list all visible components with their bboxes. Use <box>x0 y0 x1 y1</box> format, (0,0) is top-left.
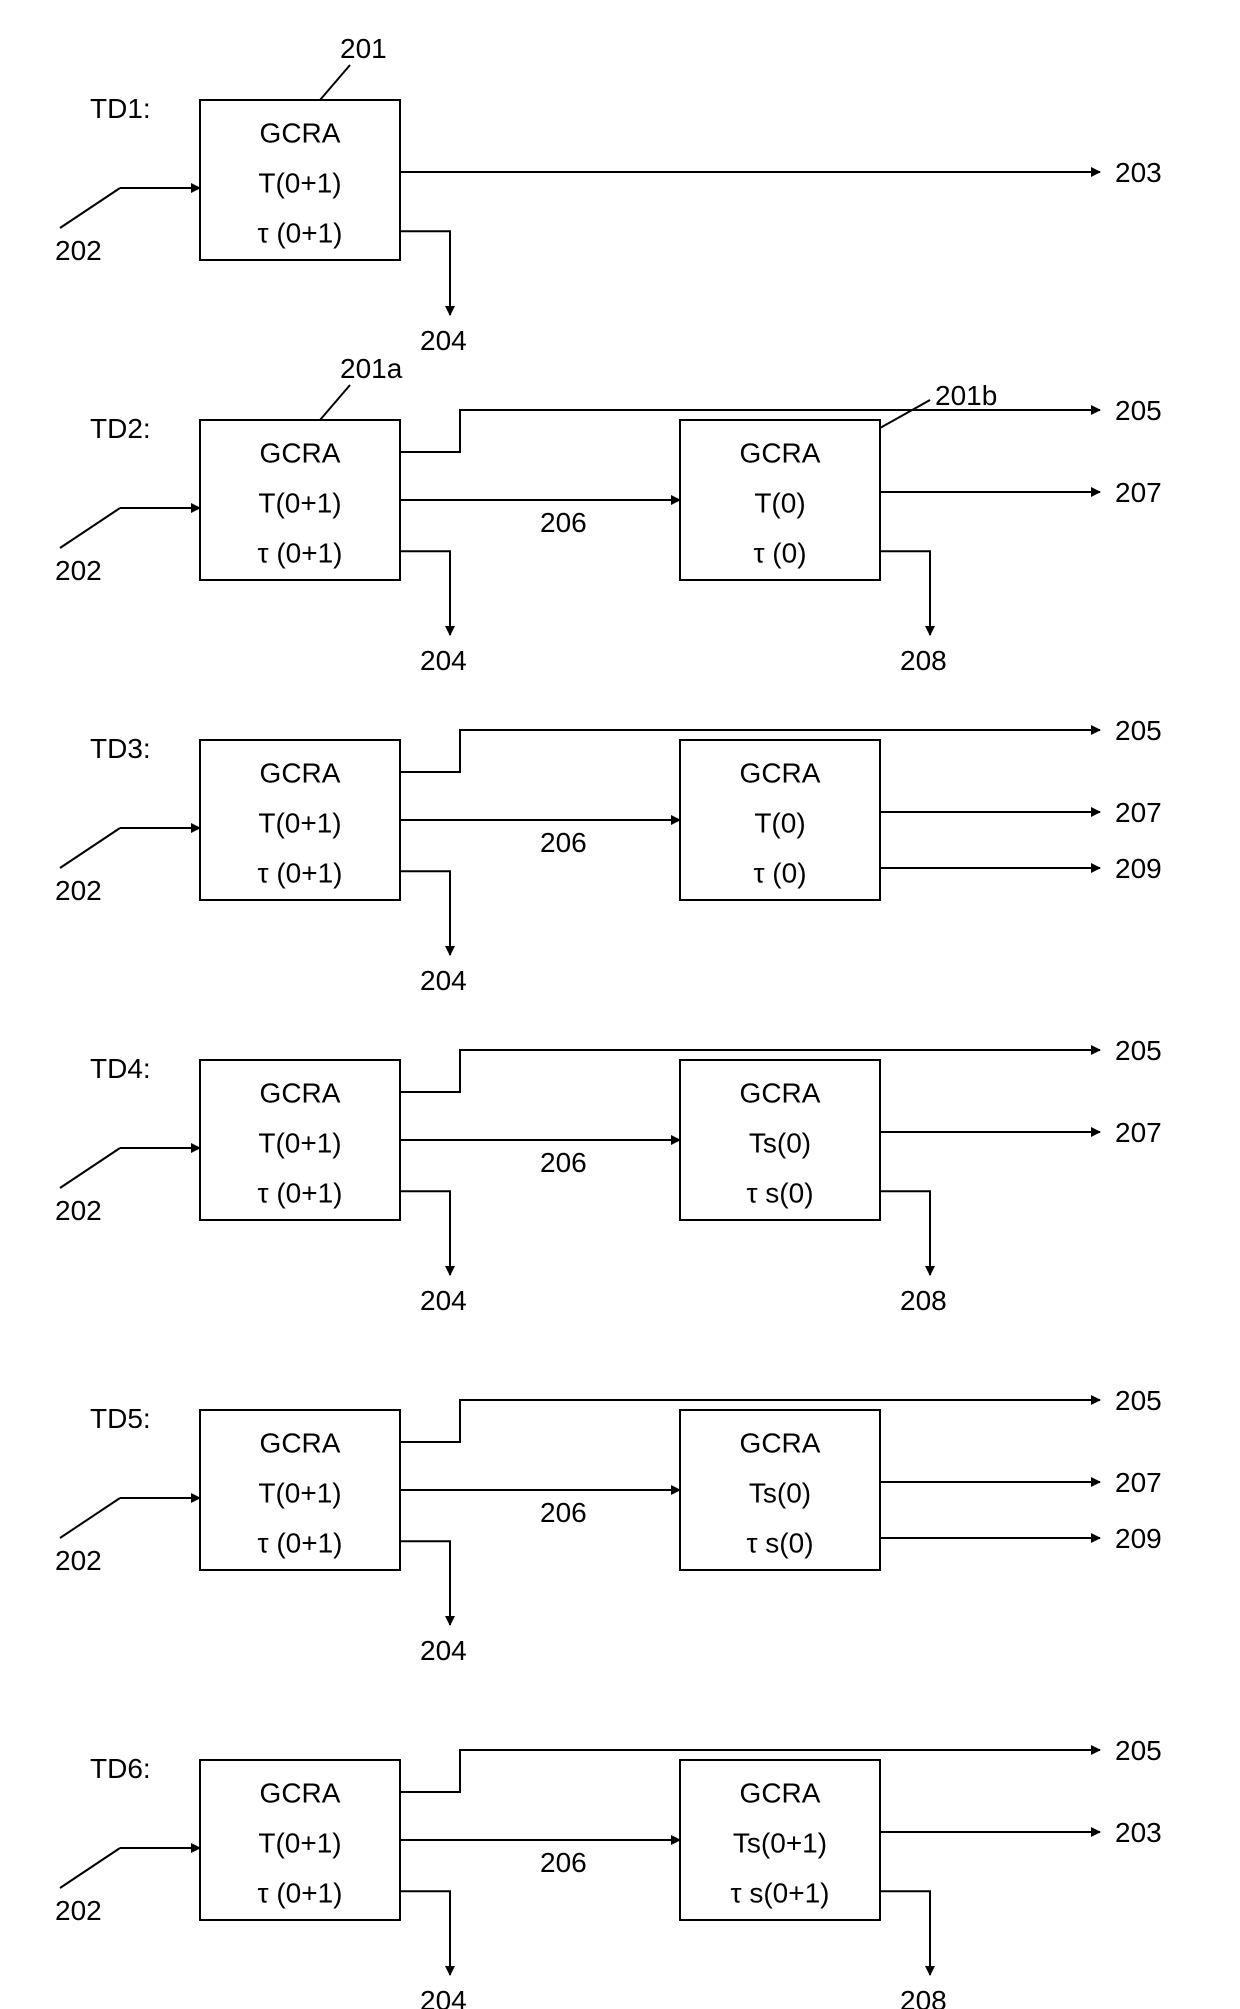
ref-204-1: 204 <box>420 645 467 676</box>
gcra-box2-2-line-1: T(0) <box>754 808 805 839</box>
gcra-box1-2-line-2: τ (0+1) <box>258 858 343 889</box>
ref-202-5: 202 <box>55 1895 102 1926</box>
ref-202-0: 202 <box>55 235 102 266</box>
gcra-box2-4-line-2: τ s(0) <box>746 1528 813 1559</box>
ref-box1-top-1: 201a <box>340 353 403 384</box>
out-204-0 <box>400 231 450 315</box>
ref-mid-4: 207 <box>1115 1467 1162 1498</box>
leader-box1-1 <box>320 385 350 420</box>
ref-mid-0: 203 <box>1115 157 1162 188</box>
ref-206-4: 206 <box>540 1497 587 1528</box>
ref-box2-leader-1: 201b <box>935 380 997 411</box>
gcra-box2-3-line-1: Ts(0) <box>749 1128 811 1159</box>
gcra-box1-0-line-1: T(0+1) <box>258 168 341 199</box>
in-leader-2 <box>60 828 120 868</box>
ref-204-0: 204 <box>420 325 467 356</box>
gcra-box1-5-line-2: τ (0+1) <box>258 1878 343 1909</box>
ref-209-2: 209 <box>1115 853 1162 884</box>
gcra-box1-4-line-2: τ (0+1) <box>258 1528 343 1559</box>
td-label-5: TD6: <box>90 1753 151 1784</box>
ref-204-2: 204 <box>420 965 467 996</box>
out-208-5 <box>880 1891 930 1975</box>
ref-mid-2: 207 <box>1115 797 1162 828</box>
ref-box1-top-0: 201 <box>340 33 387 64</box>
out-204-2 <box>400 871 450 955</box>
gcra-box1-4-line-0: GCRA <box>260 1428 341 1459</box>
ref-205-4: 205 <box>1115 1385 1162 1416</box>
out-204-4 <box>400 1541 450 1625</box>
gcra-box2-1-line-1: T(0) <box>754 488 805 519</box>
gcra-box1-0-line-2: τ (0+1) <box>258 218 343 249</box>
gcra-box2-4-line-1: Ts(0) <box>749 1478 811 1509</box>
ref-202-3: 202 <box>55 1195 102 1226</box>
out-204-1 <box>400 551 450 635</box>
ref-205-1: 205 <box>1115 395 1162 426</box>
out-208-1 <box>880 551 930 635</box>
in-leader-0 <box>60 188 120 228</box>
gcra-box1-2-line-0: GCRA <box>260 758 341 789</box>
gcra-box2-1-line-2: τ (0) <box>753 538 806 569</box>
in-leader-3 <box>60 1148 120 1188</box>
in-leader-4 <box>60 1498 120 1538</box>
ref-mid-5: 203 <box>1115 1817 1162 1848</box>
ref-208-5: 208 <box>900 1985 947 2009</box>
out-204-5 <box>400 1891 450 1975</box>
out-204-3 <box>400 1191 450 1275</box>
gcra-box1-5-line-0: GCRA <box>260 1778 341 1809</box>
gcra-box2-5-line-2: τ s(0+1) <box>731 1878 830 1909</box>
gcra-box2-3-line-2: τ s(0) <box>746 1178 813 1209</box>
gcra-box2-2-line-0: GCRA <box>740 758 821 789</box>
td-label-2: TD3: <box>90 733 151 764</box>
ref-209-4: 209 <box>1115 1523 1162 1554</box>
gcra-box2-2-line-2: τ (0) <box>753 858 806 889</box>
gcra-box2-5-line-0: GCRA <box>740 1778 821 1809</box>
leader-box1-0 <box>320 65 350 100</box>
ref-206-3: 206 <box>540 1147 587 1178</box>
ref-205-3: 205 <box>1115 1035 1162 1066</box>
out-208-3 <box>880 1191 930 1275</box>
ref-208-3: 208 <box>900 1285 947 1316</box>
ref-204-3: 204 <box>420 1285 467 1316</box>
gcra-box1-3-line-1: T(0+1) <box>258 1128 341 1159</box>
gcra-box1-1-line-2: τ (0+1) <box>258 538 343 569</box>
ref-206-5: 206 <box>540 1847 587 1878</box>
ref-204-4: 204 <box>420 1635 467 1666</box>
ref-205-5: 205 <box>1115 1735 1162 1766</box>
diagram-canvas: TD1: GCRA T(0+1) τ (0+1) 201 202 204 203 TD2: GCR… <box>0 0 1240 2009</box>
gcra-box2-4-line-0: GCRA <box>740 1428 821 1459</box>
td-label-1: TD2: <box>90 413 151 444</box>
in-leader-1 <box>60 508 120 548</box>
ref-205-2: 205 <box>1115 715 1162 746</box>
gcra-box1-5-line-1: T(0+1) <box>258 1828 341 1859</box>
ref-202-4: 202 <box>55 1545 102 1576</box>
ref-206-1: 206 <box>540 507 587 538</box>
ref-mid-1: 207 <box>1115 477 1162 508</box>
ref-204-5: 204 <box>420 1985 467 2009</box>
in-leader-5 <box>60 1848 120 1888</box>
ref-202-1: 202 <box>55 555 102 586</box>
td-label-3: TD4: <box>90 1053 151 1084</box>
gcra-box2-1-line-0: GCRA <box>740 438 821 469</box>
ref-202-2: 202 <box>55 875 102 906</box>
td-label-4: TD5: <box>90 1403 151 1434</box>
gcra-box2-3-line-0: GCRA <box>740 1078 821 1109</box>
ref-206-2: 206 <box>540 827 587 858</box>
gcra-box1-3-line-0: GCRA <box>260 1078 341 1109</box>
gcra-box1-0-line-0: GCRA <box>260 118 341 149</box>
gcra-box2-5-line-1: Ts(0+1) <box>733 1828 827 1859</box>
td-label-0: TD1: <box>90 93 151 124</box>
gcra-box1-3-line-2: τ (0+1) <box>258 1178 343 1209</box>
gcra-box1-2-line-1: T(0+1) <box>258 808 341 839</box>
gcra-box1-1-line-1: T(0+1) <box>258 488 341 519</box>
ref-mid-3: 207 <box>1115 1117 1162 1148</box>
gcra-box1-1-line-0: GCRA <box>260 438 341 469</box>
gcra-box1-4-line-1: T(0+1) <box>258 1478 341 1509</box>
leader-box2-1 <box>880 400 930 428</box>
ref-208-1: 208 <box>900 645 947 676</box>
